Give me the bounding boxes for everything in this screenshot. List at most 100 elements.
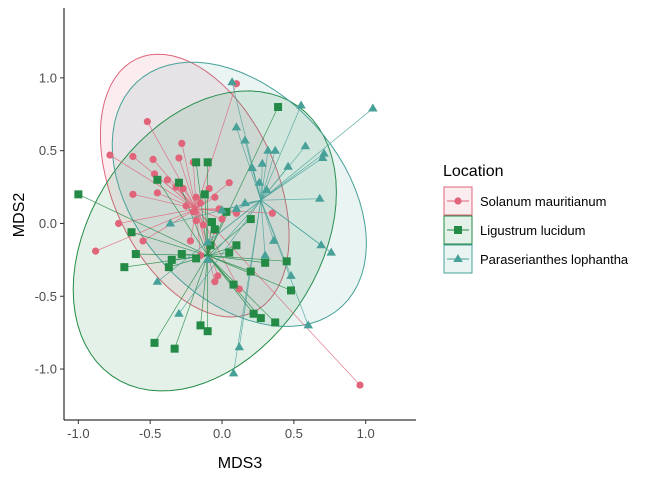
point-paraserianthes-lophantha-15 — [240, 198, 250, 207]
point-solanum-mauritianum-26 — [114, 219, 123, 228]
point-ligustrum-lucidum-2 — [192, 158, 201, 167]
point-ligustrum-lucidum-20 — [282, 257, 291, 266]
x-tick-label-0: -1.0 — [67, 426, 89, 441]
spoke-solanum-mauritianum-1 — [109, 154, 197, 210]
point-ligustrum-lucidum-1 — [153, 175, 162, 184]
point-solanum-mauritianum-12 — [192, 193, 200, 201]
point-paraserianthes-lophantha-10 — [283, 161, 293, 170]
spoke-ligustrum-lucidum-20 — [207, 255, 287, 262]
point-solanum-mauritianum-1 — [106, 151, 114, 159]
spoke-paraserianthes-lophantha-2 — [260, 108, 374, 201]
point-paraserianthes-lophantha-30 — [234, 342, 244, 351]
point-ligustrum-lucidum-13 — [164, 263, 173, 272]
spoke-paraserianthes-lophantha-5 — [260, 150, 269, 201]
spoke-paraserianthes-lophantha-21 — [260, 200, 275, 242]
spoke-solanum-mauritianum-10 — [175, 186, 197, 210]
point-ligustrum-lucidum-14 — [177, 250, 186, 259]
point-ligustrum-lucidum-7 — [207, 218, 216, 227]
spoke-solanum-mauritianum-36 — [195, 208, 361, 386]
point-solanum-mauritianum-16 — [192, 216, 200, 225]
point-ligustrum-lucidum-10 — [131, 250, 140, 259]
spoke-solanum-mauritianum-0 — [147, 121, 197, 210]
x-tick-label-3: 0.5 — [285, 426, 303, 441]
spoke-solanum-mauritianum-6 — [192, 162, 197, 209]
point-ligustrum-lucidum-31 — [274, 102, 283, 111]
spoke-solanum-mauritianum-9 — [157, 192, 197, 210]
point-paraserianthes-lophantha-6 — [270, 145, 280, 154]
spoke-solanum-mauritianum-7 — [154, 173, 197, 210]
point-ligustrum-lucidum-32 — [246, 215, 255, 224]
spoke-paraserianthes-lophantha-10 — [260, 166, 289, 201]
point-ligustrum-lucidum-25 — [271, 318, 280, 327]
point-solanum-mauritianum-19 — [211, 193, 219, 201]
point-ligustrum-lucidum-3 — [203, 158, 212, 167]
axes: -1.0 -0.5 0.0 0.5 1.0 -1.0 -0.5 0.0 0.5 1.0 — [35, 8, 416, 441]
spoke-ligustrum-lucidum-1 — [157, 179, 208, 256]
legend-label-solanum-mauritianum: Solanum mauritianum — [480, 194, 606, 209]
point-paraserianthes-lophantha-0 — [227, 77, 237, 86]
point-paraserianthes-lophantha-12 — [247, 163, 257, 172]
point-ligustrum-lucidum-8 — [210, 225, 219, 234]
point-ligustrum-lucidum-26 — [287, 286, 296, 295]
point-ligustrum-lucidum-29 — [150, 338, 159, 347]
point-solanum-mauritianum-31 — [214, 272, 222, 280]
point-paraserianthes-lophantha-4 — [240, 135, 250, 144]
spoke-solanum-mauritianum-23 — [196, 208, 223, 220]
spoke-paraserianthes-lophantha-22 — [260, 200, 266, 256]
point-ligustrum-lucidum-28 — [203, 327, 212, 336]
point-paraserianthes-lophantha-18 — [315, 193, 325, 202]
point-paraserianthes-lophantha-14 — [261, 185, 272, 193]
point-ligustrum-lucidum-22 — [229, 280, 238, 289]
point-solanum-mauritianum-4 — [178, 139, 186, 147]
spoke-ligustrum-lucidum-31 — [207, 106, 279, 256]
legend-marker-solanum-mauritianum — [454, 197, 462, 205]
point-paraserianthes-lophantha-19 — [316, 240, 326, 249]
point-paraserianthes-lophantha-7 — [300, 141, 311, 150]
point-paraserianthes-lophantha-27 — [165, 218, 176, 227]
spoke-ligustrum-lucidum-2 — [195, 162, 209, 256]
point-paraserianthes-lophantha-21 — [269, 235, 279, 244]
point-paraserianthes-lophantha-23 — [286, 270, 296, 279]
x-tick-label-1: -0.5 — [139, 426, 161, 441]
point-ligustrum-lucidum-11 — [120, 263, 129, 272]
y-tick-label-1: -0.5 — [35, 289, 57, 304]
point-ligustrum-lucidum-21 — [246, 267, 255, 276]
point-paraserianthes-lophantha-2 — [368, 103, 378, 112]
point-solanum-mauritianum-14 — [182, 202, 190, 210]
point-paraserianthes-lophantha-9 — [317, 153, 328, 161]
point-ligustrum-lucidum-18 — [225, 248, 234, 257]
point-solanum-mauritianum-28 — [139, 237, 147, 245]
point-paraserianthes-lophantha-16 — [231, 203, 242, 212]
spoke-solanum-mauritianum-35 — [195, 83, 237, 210]
point-paraserianthes-lophantha-28 — [152, 276, 163, 285]
spoke-paraserianthes-lophantha-8 — [260, 153, 325, 201]
legend-label-paraserianthes-lophantha: Paraserianthes lophantha — [480, 252, 629, 267]
point-solanum-mauritianum-36 — [356, 381, 364, 389]
point-solanum-mauritianum-13 — [196, 199, 205, 207]
legend-marker-ligustrum-lucidum — [454, 226, 462, 234]
spoke-solanum-mauritianum-5 — [178, 157, 197, 210]
point-ligustrum-lucidum-17 — [232, 241, 241, 250]
point-solanum-mauritianum-5 — [175, 154, 183, 162]
spoke-ligustrum-lucidum-32 — [207, 218, 252, 256]
point-solanum-mauritianum-18 — [205, 184, 213, 193]
point-paraserianthes-lophantha-20 — [326, 247, 336, 256]
spoke-ligustrum-lucidum-27 — [200, 255, 209, 326]
spoke-ligustrum-lucidum-0 — [78, 194, 208, 256]
point-solanum-mauritianum-9 — [153, 189, 161, 197]
point-ligustrum-lucidum-15 — [192, 254, 201, 263]
point-solanum-mauritianum-34 — [268, 209, 276, 217]
y-tick-label-4: 1.0 — [39, 70, 57, 85]
point-solanum-mauritianum-7 — [150, 170, 159, 178]
point-solanum-mauritianum-2 — [129, 152, 137, 161]
point-paraserianthes-lophantha-13 — [254, 177, 265, 186]
point-paraserianthes-lophantha-3 — [231, 122, 242, 131]
spoke-ligustrum-lucidum-30 — [174, 255, 209, 349]
point-paraserianthes-lophantha-29 — [174, 308, 184, 317]
point-solanum-mauritianum-27 — [92, 247, 100, 255]
point-solanum-mauritianum-25 — [129, 190, 137, 198]
point-solanum-mauritianum-29 — [186, 237, 195, 245]
point-ligustrum-lucidum-12 — [167, 255, 176, 264]
spoke-ligustrum-lucidum-29 — [154, 255, 208, 344]
legend: Location Solanum mauritianum Ligustrum lu… — [443, 163, 629, 274]
